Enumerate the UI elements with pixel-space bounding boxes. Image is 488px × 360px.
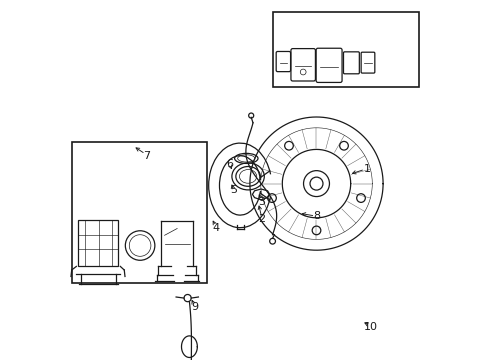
Bar bbox=[72, 142, 207, 283]
Bar bbox=[273, 12, 418, 87]
Text: 7: 7 bbox=[142, 150, 150, 161]
Text: 5: 5 bbox=[230, 185, 237, 195]
Text: 3: 3 bbox=[258, 197, 264, 207]
Bar bbox=[78, 220, 118, 266]
Text: 6: 6 bbox=[225, 159, 232, 169]
Text: 2: 2 bbox=[258, 214, 265, 224]
Text: 8: 8 bbox=[312, 211, 320, 221]
Text: 1: 1 bbox=[363, 164, 369, 174]
Text: 4: 4 bbox=[212, 222, 220, 233]
Text: 9: 9 bbox=[191, 302, 198, 312]
Text: 10: 10 bbox=[364, 322, 377, 332]
